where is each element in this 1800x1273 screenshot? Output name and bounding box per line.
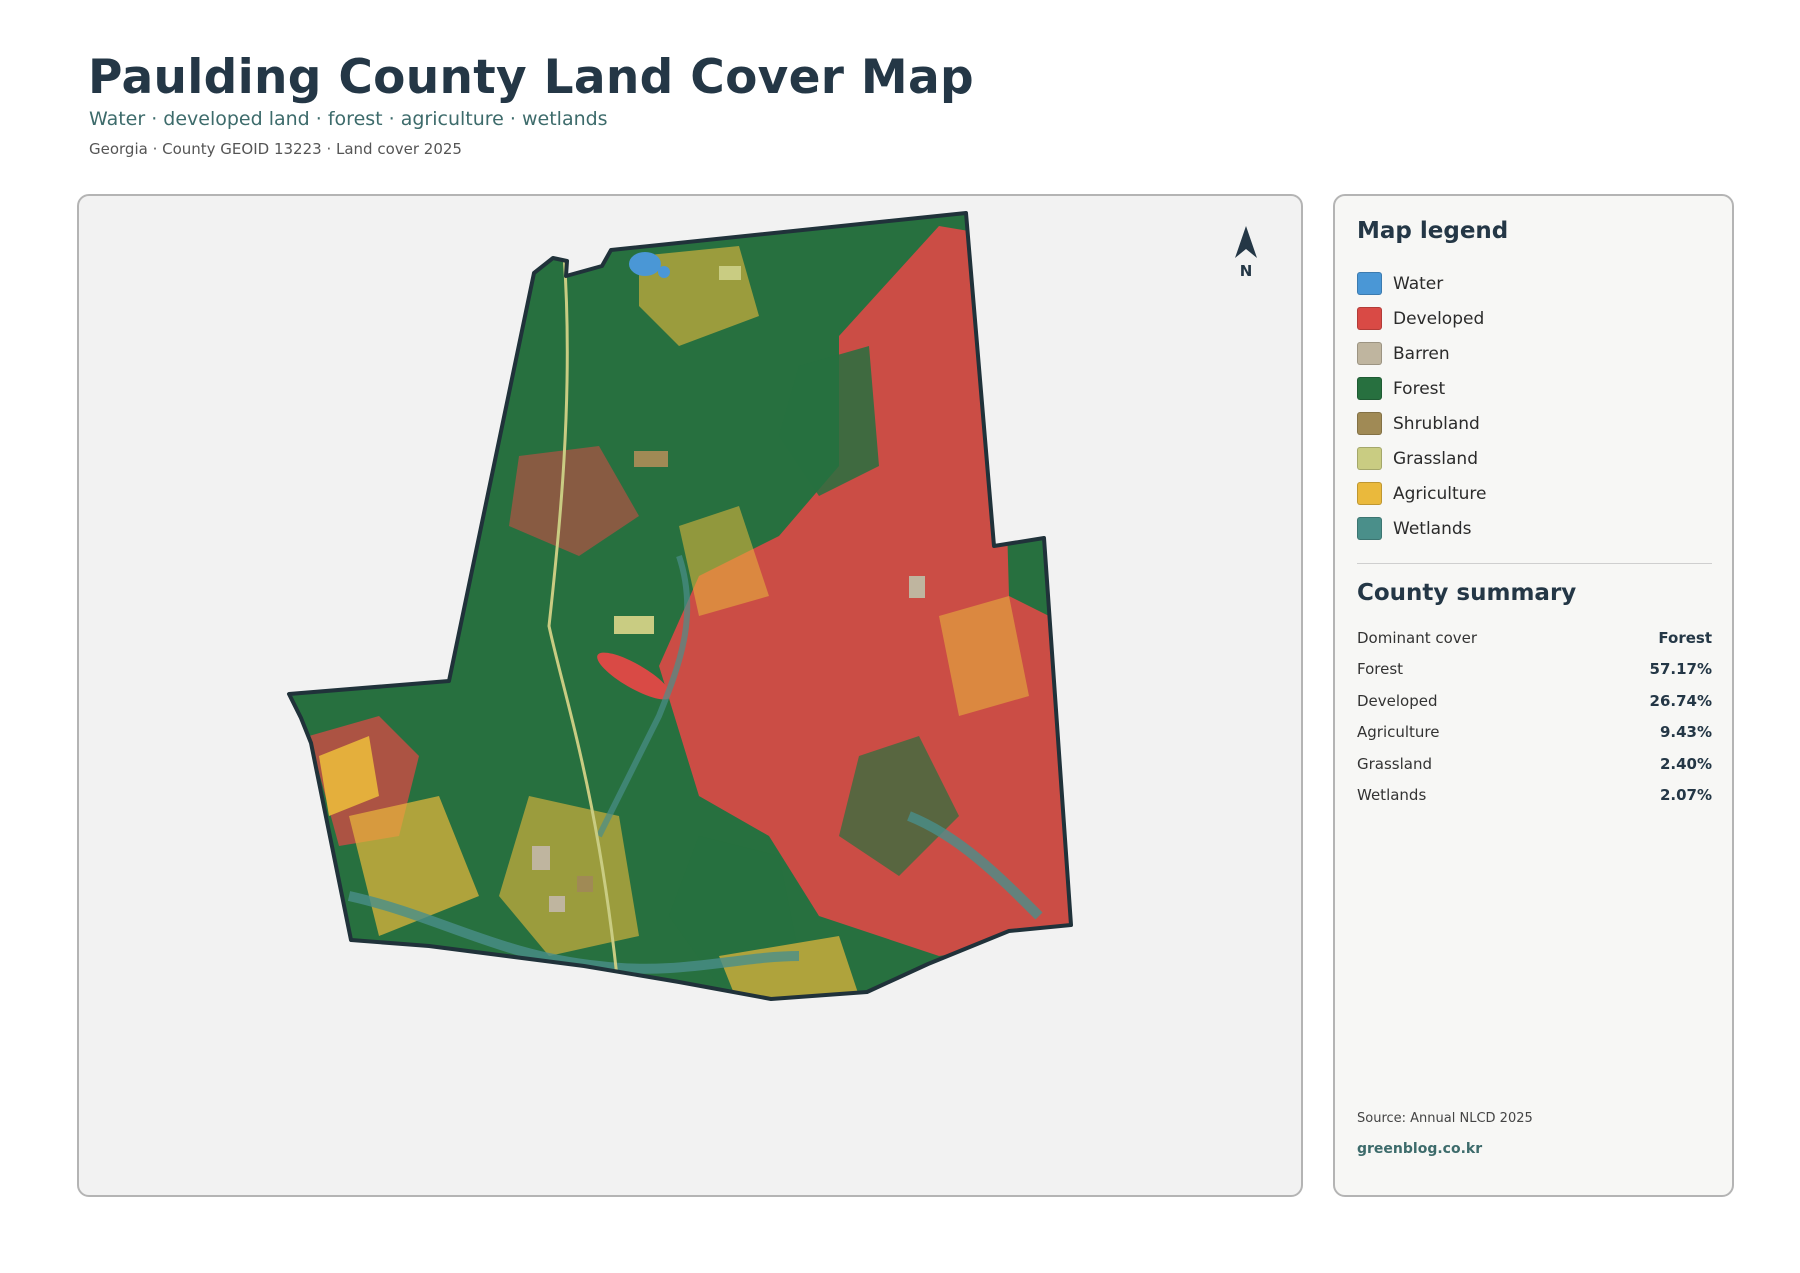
page-meta: Georgia · County GEOID 13223 · Land cove… — [89, 140, 462, 158]
legend-label: Wetlands — [1393, 518, 1472, 539]
legend-list: Water Developed Barren Forest Shrubland … — [1357, 266, 1697, 546]
legend-label: Agriculture — [1393, 483, 1487, 504]
forest-swatch — [1357, 377, 1382, 400]
summary-key: Developed — [1357, 691, 1438, 710]
summary-row: Wetlands 2.07% — [1357, 780, 1712, 812]
summary-key: Dominant cover — [1357, 628, 1478, 647]
summary-title: County summary — [1357, 580, 1577, 606]
agriculture-east — [939, 596, 1029, 716]
side-panel: Map legend Water Developed Barren Forest… — [1333, 194, 1734, 1197]
water-reservoir — [629, 252, 661, 276]
summary-table: Dominant cover Forest Forest 57.17% Develo… — [1357, 622, 1712, 811]
agriculture-swatch — [1357, 482, 1382, 505]
barren-patch — [532, 846, 550, 870]
summary-value: 2.07% — [1659, 786, 1712, 805]
legend-item-grassland: Grassland — [1357, 441, 1697, 476]
county-boundary — [287, 211, 1073, 1001]
road-corridor — [547, 253, 621, 997]
legend-item-water: Water — [1357, 266, 1697, 301]
developed-strip — [597, 652, 671, 700]
grassland-patch-3 — [719, 266, 741, 280]
summary-key: Grassland — [1357, 754, 1432, 773]
grassland-swatch — [1357, 447, 1382, 470]
legend-item-agriculture: Agriculture — [1357, 476, 1697, 511]
summary-key: Forest — [1357, 660, 1404, 679]
north-arrow: N — [1216, 222, 1276, 284]
forest-east — [839, 736, 959, 876]
wetlands-swatch — [1357, 517, 1382, 540]
legend-label: Developed — [1393, 308, 1485, 329]
summary-value: 2.40% — [1659, 754, 1712, 773]
shrubland-patch-2 — [577, 876, 593, 892]
barren-patch-3 — [909, 576, 925, 598]
summary-key: Agriculture — [1357, 723, 1440, 742]
map-panel[interactable] — [77, 194, 1303, 1197]
water-pond — [658, 266, 670, 278]
agriculture-southeast — [719, 936, 859, 999]
summary-row: Dominant cover Forest — [1357, 622, 1712, 654]
wetland-stream-east — [907, 811, 1043, 920]
legend-item-shrubland: Shrubland — [1357, 406, 1697, 441]
legend-label: Grassland — [1393, 448, 1478, 469]
legend-title: Map legend — [1357, 218, 1509, 244]
forest-north — [779, 346, 879, 496]
legend-item-wetlands: Wetlands — [1357, 511, 1697, 546]
summary-value: 9.43% — [1659, 723, 1712, 742]
north-label: N — [1239, 262, 1253, 280]
north-arrow-icon — [1235, 226, 1257, 258]
summary-row: Developed 26.74% — [1357, 685, 1712, 717]
legend-label: Water — [1393, 273, 1444, 294]
site-link[interactable]: greenblog.co.kr — [1357, 1141, 1483, 1157]
summary-value: Forest — [1658, 628, 1712, 647]
summary-row: Grassland 2.40% — [1357, 748, 1712, 780]
agriculture-south — [499, 796, 639, 956]
wetland-stream-central — [596, 555, 691, 838]
land-cover-map[interactable] — [79, 196, 1303, 1197]
summary-value: 57.17% — [1649, 660, 1712, 679]
agriculture-central — [679, 506, 769, 616]
legend-item-barren: Barren — [1357, 336, 1697, 371]
wetland-stream-south — [347, 891, 800, 974]
legend-item-developed: Developed — [1357, 301, 1697, 336]
legend-label: Forest — [1393, 378, 1446, 399]
shrubland-swatch — [1357, 412, 1382, 435]
summary-row: Agriculture 9.43% — [1357, 717, 1712, 749]
grassland-patch-2 — [454, 486, 472, 500]
summary-row: Forest 57.17% — [1357, 654, 1712, 686]
panel-divider — [1357, 563, 1712, 564]
page-subtitle: Water · developed land · forest · agricu… — [89, 108, 608, 130]
shrubland-patch — [634, 451, 668, 467]
land-cover-layer — [289, 213, 1071, 999]
page-title: Paulding County Land Cover Map — [88, 50, 974, 105]
legend-item-forest: Forest — [1357, 371, 1697, 406]
legend-label: Shrubland — [1393, 413, 1480, 434]
summary-value: 26.74% — [1649, 691, 1712, 710]
summary-key: Wetlands — [1357, 786, 1427, 805]
developed-east — [659, 226, 1071, 956]
grassland-patch — [614, 616, 654, 634]
developed-central — [509, 446, 639, 556]
source-note: Source: Annual NLCD 2025 — [1357, 1111, 1533, 1126]
agriculture-west — [319, 736, 379, 816]
barren-swatch — [1357, 342, 1382, 365]
developed-swatch — [1357, 307, 1382, 330]
legend-label: Barren — [1393, 343, 1450, 364]
water-swatch — [1357, 272, 1382, 295]
barren-patch-2 — [549, 896, 565, 912]
